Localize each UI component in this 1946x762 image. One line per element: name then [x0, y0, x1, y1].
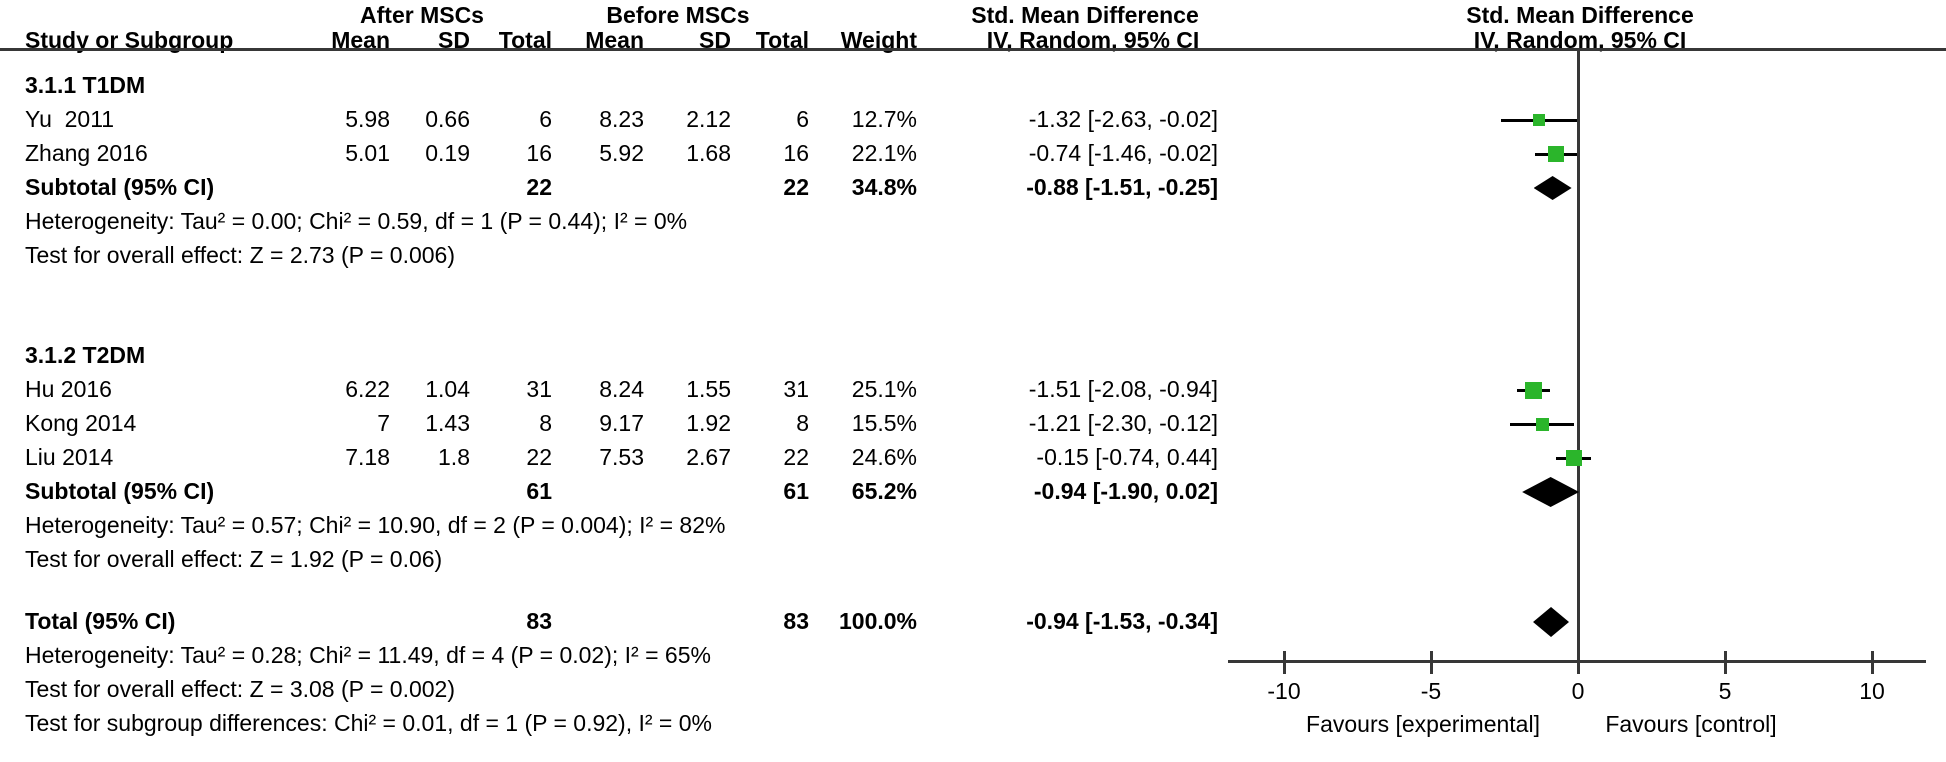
ci-value: -0.15 [-0.74, 0.44]: [1036, 444, 1218, 470]
cell-total-after: 83: [526, 608, 552, 634]
zero-line: [1577, 50, 1580, 662]
cell-total-after: 6: [539, 106, 552, 132]
statistics-text: Heterogeneity: Tau² = 0.57; Chi² = 10.90…: [25, 512, 726, 538]
axis-tick--10: [1283, 651, 1286, 674]
cell-sd-before: 1.68: [686, 140, 731, 166]
cell-total-before: 22: [783, 444, 809, 470]
cell-total-before: 8: [796, 410, 809, 436]
row-label: Subtotal (95% CI): [25, 174, 215, 200]
axis-tick-label--5: -5: [1420, 678, 1442, 704]
cell-weight: 24.6%: [851, 444, 917, 470]
cell-mean-after: 7: [377, 410, 390, 436]
cell-sd-before: 2.12: [686, 106, 731, 132]
cell-sd-before: 1.55: [686, 376, 731, 402]
cell-weight: 22.1%: [851, 140, 917, 166]
cell-sd-before: 2.67: [686, 444, 731, 470]
cell-total-before: 16: [783, 140, 809, 166]
cell-total-after: 61: [526, 478, 552, 504]
column-group-before-mscs: Before MSCs: [606, 2, 750, 28]
statistics-text: Test for overall effect: Z = 1.92 (P = 0…: [25, 546, 443, 572]
cell-mean-before: 7.53: [599, 444, 644, 470]
effect-square-hu-2016: [1525, 381, 1543, 399]
cell-total-before: 22: [783, 174, 809, 200]
axis-tick-10: [1871, 651, 1874, 674]
cell-weight: 100.0%: [838, 608, 917, 634]
row-label: Kong 2014: [25, 410, 137, 436]
cell-sd-after: 1.43: [425, 410, 470, 436]
ci-value: -1.21 [-2.30, -0.12]: [1028, 410, 1218, 436]
cell-total-after: 8: [539, 410, 552, 436]
statistics-text: Heterogeneity: Tau² = 0.28; Chi² = 11.49…: [25, 642, 711, 668]
row-label: 3.1.1 T1DM: [25, 72, 146, 98]
cell-weight: 34.8%: [851, 174, 917, 200]
column-group-after-mscs: After MSCs: [360, 2, 484, 28]
ci-value: -0.94 [-1.90, 0.02]: [1033, 478, 1218, 504]
axis-tick-label--10: -10: [1267, 678, 1301, 704]
cell-total-after: 16: [526, 140, 552, 166]
row-label: Subtotal (95% CI): [25, 478, 215, 504]
pooled-diamond-total-95-ci-13: [1533, 607, 1570, 637]
ci-value: -0.94 [-1.53, -0.34]: [1026, 608, 1218, 634]
effect-square-zhang-2016: [1548, 146, 1565, 162]
cell-mean-before: 8.24: [599, 376, 644, 402]
column-group-smd-text: Std. Mean Difference: [971, 2, 1199, 28]
ci-value: -0.88 [-1.51, -0.25]: [1026, 174, 1218, 200]
row-label: Yu 2011: [25, 106, 115, 132]
cell-mean-after: 6.22: [345, 376, 390, 402]
row-label: Liu 2014: [25, 444, 114, 470]
cell-weight: 15.5%: [851, 410, 917, 436]
axis-tick-label-5: 5: [1718, 678, 1732, 704]
statistics-text: Heterogeneity: Tau² = 0.00; Chi² = 0.59,…: [25, 208, 688, 234]
cell-sd-after: 0.66: [425, 106, 470, 132]
cell-total-after: 22: [526, 444, 552, 470]
axis-tick-0: [1577, 651, 1580, 674]
favours-left-label: Favours [experimental]: [1306, 711, 1540, 737]
effect-square-liu-2014: [1565, 450, 1582, 466]
cell-sd-after: 0.19: [425, 140, 470, 166]
row-label: Zhang 2016: [25, 140, 148, 166]
ci-value: -1.32 [-2.63, -0.02]: [1028, 106, 1218, 132]
cell-sd-before: 1.92: [686, 410, 731, 436]
axis-tick-label-0: 0: [1571, 678, 1585, 704]
cell-total-before: 61: [783, 478, 809, 504]
axis-tick-label-10: 10: [1859, 678, 1885, 704]
pooled-diamond-subtotal-95-ci-3: [1533, 176, 1572, 200]
ci-value: -0.74 [-1.46, -0.02]: [1028, 140, 1218, 166]
ci-value: -1.51 [-2.08, -0.94]: [1028, 376, 1218, 402]
cell-mean-after: 5.01: [345, 140, 390, 166]
cell-total-before: 83: [783, 608, 809, 634]
row-label: Hu 2016: [25, 376, 112, 402]
axis-tick-5: [1724, 651, 1727, 674]
cell-mean-before: 8.23: [599, 106, 644, 132]
cell-sd-after: 1.8: [438, 444, 470, 470]
cell-total-before: 31: [783, 376, 809, 402]
statistics-text: Test for overall effect: Z = 2.73 (P = 0…: [25, 242, 455, 268]
header-underline: [0, 48, 1946, 51]
cell-sd-after: 1.04: [425, 376, 470, 402]
cell-mean-before: 5.92: [599, 140, 644, 166]
cell-total-after: 31: [526, 376, 552, 402]
cell-weight: 65.2%: [851, 478, 917, 504]
cell-weight: 12.7%: [851, 106, 917, 132]
cell-mean-after: 5.98: [345, 106, 390, 132]
cell-mean-after: 7.18: [345, 444, 390, 470]
cell-total-after: 22: [526, 174, 552, 200]
effect-square-yu-2011: [1533, 114, 1546, 126]
effect-square-kong-2014: [1535, 417, 1549, 431]
row-label: Total (95% CI): [25, 608, 176, 634]
axis-tick--5: [1430, 651, 1433, 674]
pooled-diamond-subtotal-95-ci-10: [1522, 477, 1580, 507]
cell-total-before: 6: [796, 106, 809, 132]
statistics-text: Test for overall effect: Z = 3.08 (P = 0…: [25, 676, 455, 702]
cell-mean-before: 9.17: [599, 410, 644, 436]
row-label: 3.1.2 T2DM: [25, 342, 146, 368]
statistics-text: Test for subgroup differences: Chi² = 0.…: [25, 710, 712, 736]
column-group-smd-plot: Std. Mean Difference: [1466, 2, 1694, 28]
favours-right-label: Favours [control]: [1605, 711, 1777, 737]
cell-weight: 25.1%: [851, 376, 917, 402]
